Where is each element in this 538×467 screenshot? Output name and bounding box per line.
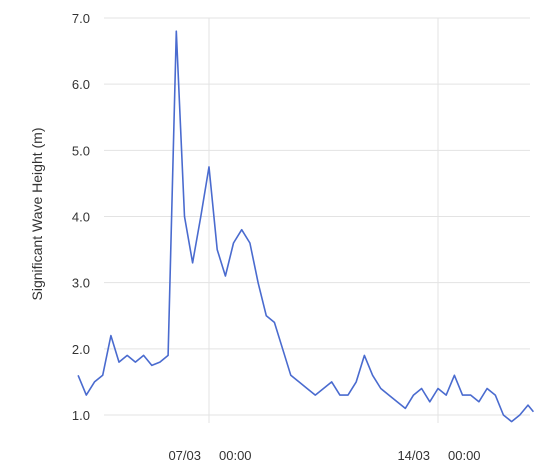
y-tick-label: 7.0: [72, 11, 90, 26]
y-tick-label: 4.0: [72, 210, 90, 225]
y-axis-ticks: 1.0 2.0 3.0 4.0 5.0 6.0 7.0: [72, 11, 90, 423]
series-line: [77, 30, 535, 423]
x-tick-time: 00:00: [219, 448, 252, 463]
grid: [104, 17, 530, 423]
x-axis-ticks: 07/03 00:00 14/03 00:00: [168, 448, 480, 463]
x-tick-date: 14/03: [397, 448, 430, 463]
y-tick-label: 6.0: [72, 77, 90, 92]
y-tick-label: 3.0: [72, 276, 90, 291]
x-tick-date: 07/03: [168, 448, 201, 463]
y-tick-label: 5.0: [72, 143, 90, 158]
y-axis-title: Significant Wave Height (m): [29, 128, 45, 301]
x-tick-time: 00:00: [448, 448, 481, 463]
y-tick-label: 2.0: [72, 342, 90, 357]
series-group: [77, 30, 535, 423]
y-tick-label: 1.0: [72, 408, 90, 423]
